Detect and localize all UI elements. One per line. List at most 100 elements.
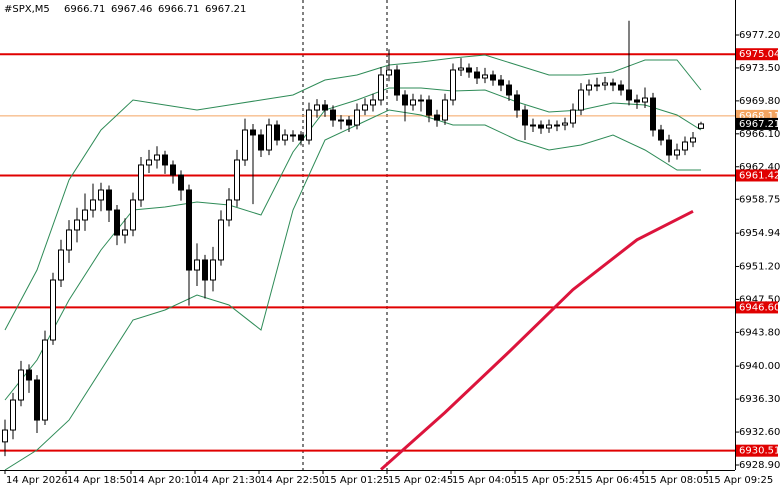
y-tick-label: 6928.90 [739,460,780,471]
candle-body [378,74,384,101]
candle-body [58,249,64,281]
band-middle [4,87,702,401]
candle-body [194,259,200,271]
x-tick-label: 14 Apr 20:10 [132,475,197,486]
candle-body [34,379,40,421]
candle-body [546,124,552,129]
candle-body [698,123,704,129]
y-tick-label: 6951.20 [739,261,780,272]
candle-body [266,124,272,151]
candle-body [642,97,648,103]
candle-body [290,134,296,137]
candle-body [98,189,104,201]
y-tick-label: 6943.80 [739,327,780,338]
candle-body [362,104,368,111]
candle-body [2,429,8,443]
candle-body [186,189,192,271]
candle-body [498,79,504,86]
x-tick-label: 14 Apr 2026 [6,475,68,486]
candle-body [330,109,336,121]
price-tag-label: 6961.42 [739,170,780,181]
x-tick-label: 15 Apr 01:25 [324,475,389,486]
y-tick-label: 6954.94 [739,228,780,239]
candle-body [650,97,656,131]
candle-body [506,84,512,96]
plot [0,20,735,470]
candle-body [74,219,80,231]
candle-body [394,69,400,96]
x-tick-label: 15 Apr 09:25 [708,475,773,486]
candle-body [202,259,208,281]
y-tick-label: 6962.40 [739,162,780,173]
candle-body [178,174,184,191]
candle-body [282,134,288,141]
x-tick-label: 14 Apr 18:50 [67,475,132,486]
candle-body [386,69,392,76]
moving-average [380,209,694,470]
candle-body [482,74,488,79]
candle-body [370,99,376,106]
y-tick-label: 6977.20 [739,30,780,41]
candle-body [434,114,440,121]
x-tick-label: 15 Apr 02:45 [388,475,453,486]
candle-body [106,189,112,211]
candle-body [586,84,592,91]
candle-body [354,109,360,126]
candle-body [338,119,344,122]
candle-body [130,199,136,231]
y-tick-label: 6947.50 [739,294,780,305]
candle-body [554,124,560,127]
x-tick-label: 14 Apr 21:30 [196,475,261,486]
candle-body [26,369,32,381]
price-tag-label: 6946.60 [739,302,780,313]
candle-body [618,84,624,91]
candle-body [514,94,520,111]
candle-body [562,122,568,126]
x-tick-label: 15 Apr 05:25 [516,475,581,486]
candle-body [682,141,688,151]
candle-body [626,89,632,101]
candle-body [242,129,248,161]
symbol: #SPX,M5 [4,4,50,15]
x-tick-label: 15 Apr 08:05 [644,475,709,486]
header-value: 6967.46 [111,4,152,15]
candle-body [530,124,536,127]
candle-body [674,149,680,156]
candle-body [250,129,256,136]
candle-body [146,159,152,166]
price-tag [736,48,778,61]
price-tag-label: 6930.51 [739,446,780,457]
candle-body [666,139,672,156]
header-value: 6966.71 [158,4,199,15]
price-tag [736,444,778,457]
y-tick-label: 6936.30 [739,394,780,405]
header: #SPX,M5 [4,4,50,15]
candle-body [258,134,264,151]
candle-body [690,137,696,143]
candle-body [538,124,544,129]
candle-body [410,99,416,106]
y-tick-label: 6969.80 [739,96,780,107]
price-tag [736,169,778,182]
candle-body [10,399,16,431]
price-tag-label: 6968.11 [739,111,780,122]
x-tick-label: 15 Apr 06:45 [580,475,645,486]
candle-body [418,99,424,102]
candle-body [226,199,232,221]
price-tag [736,117,778,130]
candle-body [298,134,304,141]
y-tick-label: 6932.60 [739,427,780,438]
candle-body [634,99,640,103]
candle-body [274,124,280,141]
header-value: 6966.71 [64,4,105,15]
candle-body [170,164,176,176]
candle-body [218,219,224,261]
candle-body [306,109,312,141]
candle-body [234,159,240,201]
candle-body [18,369,24,401]
candle-body [154,154,160,161]
candle-body [474,71,480,79]
candle-body [90,199,96,211]
